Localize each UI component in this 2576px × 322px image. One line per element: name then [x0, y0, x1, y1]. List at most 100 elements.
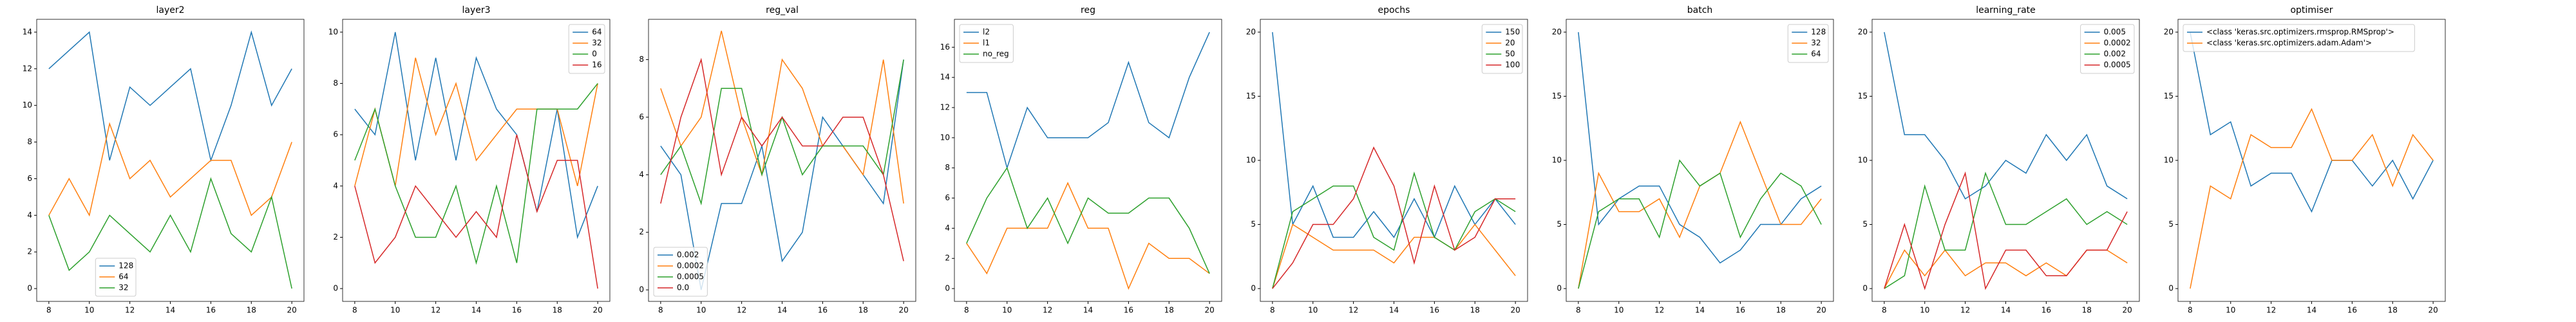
legend-label: no_reg — [983, 50, 1009, 59]
y-tick-label: 2 — [639, 227, 644, 236]
x-tick-label: 20 — [2428, 306, 2438, 315]
x-tick-label: 20 — [1816, 306, 1826, 315]
x-tick-label: 16 — [1430, 306, 1439, 315]
axes-frame — [1566, 19, 1834, 302]
legend-label: 0.002 — [677, 251, 699, 260]
y-tick-label: 20 — [2164, 27, 2174, 36]
legend-label: 150 — [1505, 28, 1520, 37]
series-line — [1272, 32, 1516, 239]
x-tick-label: 14 — [2307, 306, 2316, 315]
y-tick-label: 6 — [945, 193, 950, 202]
x-tick-label: 20 — [287, 306, 296, 315]
legend-box — [2183, 24, 2415, 52]
legend-label: 0 — [592, 50, 597, 59]
x-tick-label: 18 — [247, 306, 256, 315]
legend-label: 32 — [592, 39, 601, 48]
y-tick-label: 5 — [1251, 220, 1256, 229]
legend: 150 20 50 100 — [1481, 24, 1523, 74]
legend-box — [2080, 24, 2135, 74]
y-tick-label: 4 — [945, 223, 950, 232]
axes-frame — [342, 19, 611, 302]
y-tick-label: 6 — [639, 112, 644, 121]
x-tick-label: 10 — [390, 306, 400, 315]
x-tick-label: 14 — [777, 306, 787, 315]
legend-label: <class 'keras.src.optimizers.rmsprop.RMS… — [2206, 28, 2394, 37]
x-tick-label: 8 — [658, 306, 663, 315]
subplot-title: reg — [1081, 5, 1095, 15]
legend-label: 50 — [1505, 50, 1515, 59]
x-tick-label: 8 — [964, 306, 969, 315]
y-tick-label: 4 — [639, 170, 644, 179]
x-tick-label: 12 — [1960, 306, 1970, 315]
x-tick-label: 10 — [1002, 306, 1012, 315]
y-tick-label: 2 — [945, 254, 950, 263]
subplot-title: layer2 — [156, 5, 184, 15]
x-tick-label: 14 — [471, 306, 481, 315]
legend-label: 100 — [1505, 61, 1520, 70]
legend-label: 0.0005 — [677, 272, 704, 281]
x-tick-label: 8 — [1576, 306, 1581, 315]
x-tick-label: 8 — [352, 306, 357, 315]
legend: 64 32 0 16 — [568, 24, 605, 74]
legend-label: 0.005 — [2104, 28, 2126, 37]
legend-label: 64 — [1811, 50, 1821, 59]
legend-label: 64 — [118, 272, 128, 281]
y-tick-label: 12 — [23, 64, 32, 73]
y-tick-label: 6 — [27, 174, 32, 183]
y-tick-label: 5 — [2168, 220, 2174, 229]
y-tick-label: 8 — [333, 79, 338, 88]
y-tick-label: 14 — [23, 27, 32, 36]
series-line — [1578, 159, 1822, 289]
x-tick-label: 16 — [2347, 306, 2357, 315]
y-tick-label: 20 — [1246, 27, 1256, 36]
legend-label: 64 — [592, 28, 601, 37]
series-line — [660, 30, 904, 204]
x-tick-label: 16 — [1124, 306, 1133, 315]
x-tick-label: 8 — [1882, 306, 1887, 315]
legend-box — [1481, 24, 1523, 74]
series-line — [966, 182, 1210, 290]
x-tick-label: 16 — [1736, 306, 1745, 315]
legend-label: 0.0002 — [2104, 39, 2131, 48]
x-tick-label: 12 — [125, 306, 135, 315]
x-tick-label: 10 — [1920, 306, 1929, 315]
x-tick-label: 8 — [46, 306, 52, 315]
x-tick-label: 20 — [1204, 306, 1214, 315]
y-tick-label: 15 — [1552, 91, 1562, 100]
axes-frame — [1871, 19, 2140, 302]
x-tick-label: 12 — [1043, 306, 1052, 315]
series-line — [1272, 146, 1516, 289]
x-tick-label: 12 — [1654, 306, 1664, 315]
legend-label: 128 — [1811, 28, 1826, 37]
subplot-title: batch — [1687, 5, 1713, 15]
x-tick-label: 20 — [2122, 306, 2132, 315]
series-line — [48, 122, 292, 217]
legend-label: 32 — [1811, 39, 1821, 48]
subplot-title: reg_val — [766, 5, 799, 15]
legend-box — [959, 24, 1014, 63]
y-tick-label: 16 — [940, 43, 950, 52]
x-tick-label: 18 — [1776, 306, 1786, 315]
x-tick-label: 20 — [592, 306, 602, 315]
series-line — [1884, 171, 2128, 290]
legend-label: l2 — [983, 28, 990, 37]
legend: 0.005 0.0002 0.002 0.0005 — [2080, 24, 2135, 74]
x-tick-label: 14 — [1695, 306, 1705, 315]
series-line — [48, 176, 292, 289]
series-line — [1272, 223, 1516, 289]
x-tick-label: 16 — [2041, 306, 2051, 315]
y-tick-label: 15 — [2164, 91, 2174, 100]
legend-box — [568, 24, 605, 74]
y-tick-label: 20 — [1552, 27, 1562, 36]
y-tick-label: 2 — [333, 232, 338, 242]
y-tick-label: 10 — [1552, 156, 1562, 165]
x-tick-label: 18 — [858, 306, 868, 315]
legend-label: <class 'keras.src.optimizers.adam.Adam'> — [2206, 39, 2372, 48]
series-line — [2190, 32, 2434, 213]
y-tick-label: 20 — [1858, 27, 1868, 36]
y-tick-label: 10 — [23, 100, 32, 109]
legend: 128 32 64 — [1787, 24, 1829, 63]
series-line — [2190, 108, 2434, 289]
